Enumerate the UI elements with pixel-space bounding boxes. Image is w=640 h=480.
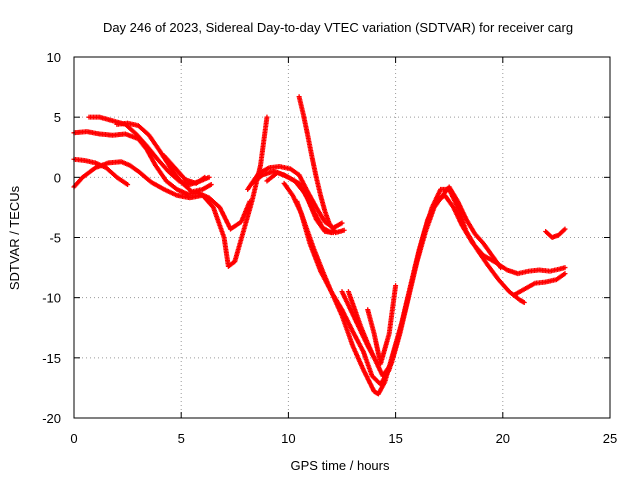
series-track-13 bbox=[339, 184, 504, 379]
series-track-9 bbox=[264, 170, 336, 236]
x-axis-label: GPS time / hours bbox=[291, 458, 390, 473]
chart-title: Day 246 of 2023, Sidereal Day-to-day VTE… bbox=[103, 20, 573, 35]
data-point bbox=[206, 174, 212, 180]
x-tick-label: 15 bbox=[388, 431, 402, 446]
series-track-1 bbox=[71, 114, 270, 269]
data-point bbox=[521, 299, 527, 305]
axis-tick-labels: 0 5 10 15 20 25 -20 -15 -10 -5 0 5 10 bbox=[42, 50, 617, 446]
data-point bbox=[562, 265, 568, 271]
data-point bbox=[341, 227, 347, 233]
data-point bbox=[264, 114, 270, 120]
y-tick-label: 10 bbox=[47, 50, 61, 65]
plot-frame bbox=[73, 56, 611, 419]
grid bbox=[74, 57, 610, 418]
series-track-15 bbox=[365, 283, 399, 367]
data-point bbox=[562, 271, 568, 277]
series-track-3 bbox=[71, 129, 253, 232]
data-point bbox=[125, 182, 131, 188]
data-point bbox=[393, 283, 399, 289]
x-tick-label: 5 bbox=[178, 431, 185, 446]
data-point bbox=[208, 182, 214, 188]
x-tick-label: 10 bbox=[281, 431, 295, 446]
series-track-17 bbox=[543, 226, 568, 240]
data-point bbox=[339, 220, 345, 226]
x-tick-label: 20 bbox=[496, 431, 510, 446]
y-axis-label: SDTVAR / TECUs bbox=[7, 185, 22, 290]
data-point bbox=[371, 355, 377, 361]
series-track-14 bbox=[345, 289, 377, 361]
y-tick-label: 0 bbox=[54, 170, 61, 185]
y-tick-label: -10 bbox=[42, 291, 61, 306]
data-point bbox=[247, 198, 253, 204]
series-track-10 bbox=[296, 94, 347, 236]
data-point bbox=[202, 174, 208, 180]
y-tick-label: -15 bbox=[42, 351, 61, 366]
x-tick-label: 25 bbox=[603, 431, 617, 446]
y-tick-label: -20 bbox=[42, 411, 61, 426]
x-tick-label: 0 bbox=[70, 431, 77, 446]
series-track-6 bbox=[161, 153, 208, 186]
y-tick-label: 5 bbox=[54, 110, 61, 125]
series-track-4 bbox=[86, 114, 212, 188]
series-track-16 bbox=[511, 271, 568, 298]
y-tick-label: -5 bbox=[49, 231, 61, 246]
data-point bbox=[498, 265, 504, 271]
data-point bbox=[562, 226, 568, 232]
data-points bbox=[71, 94, 568, 397]
